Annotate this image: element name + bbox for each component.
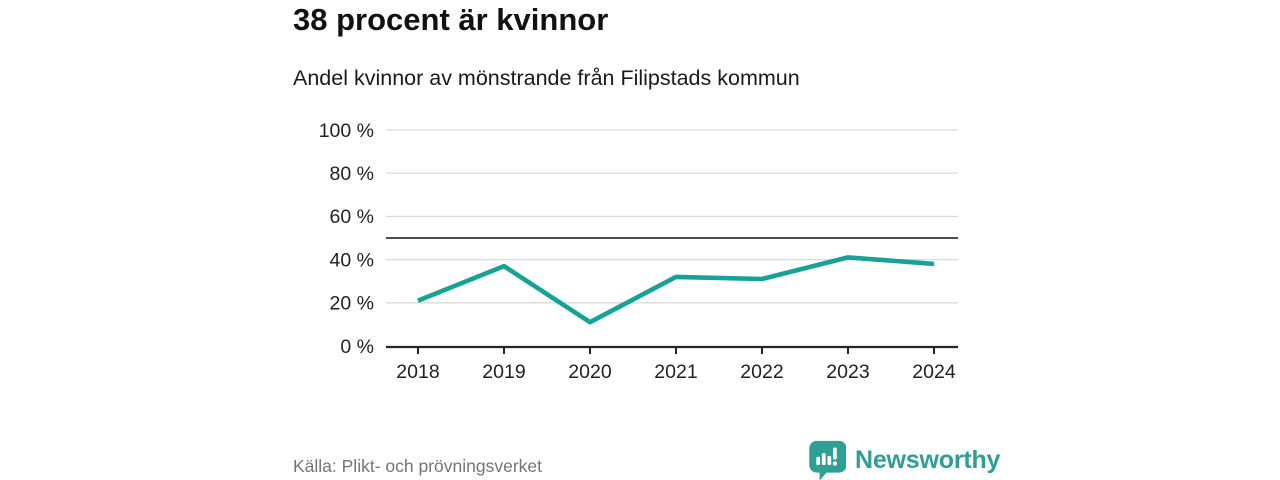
- chart-title: 38 procent är kvinnor: [293, 2, 609, 37]
- chart-subtitle: Andel kvinnor av mönstrande från Filipst…: [293, 66, 800, 90]
- newsworthy-logo: Newsworthy: [808, 440, 1000, 480]
- x-tick-label: 2020: [568, 361, 612, 383]
- source-caption: Källa: Plikt- och prövningsverket: [293, 456, 542, 476]
- x-tick-label: 2021: [654, 361, 697, 383]
- x-tick-label: 2019: [482, 361, 525, 383]
- x-tick-label: 2023: [826, 361, 869, 383]
- y-tick-label: 100 %: [319, 120, 374, 142]
- y-tick-label: 60 %: [330, 206, 374, 228]
- y-tick-label: 40 %: [330, 249, 374, 271]
- y-tick-label: 20 %: [330, 293, 374, 315]
- x-tick-label: 2024: [912, 361, 956, 383]
- x-tick-label: 2018: [396, 361, 439, 383]
- y-tick-label: 80 %: [330, 163, 374, 185]
- x-tick-label: 2022: [740, 361, 783, 383]
- y-tick-label: 0 %: [340, 336, 374, 358]
- newsworthy-logo-text: Newsworthy: [855, 446, 1001, 474]
- data-line-andel-kvinnor: [417, 255, 935, 325]
- newsworthy-logo-icon: [809, 440, 846, 480]
